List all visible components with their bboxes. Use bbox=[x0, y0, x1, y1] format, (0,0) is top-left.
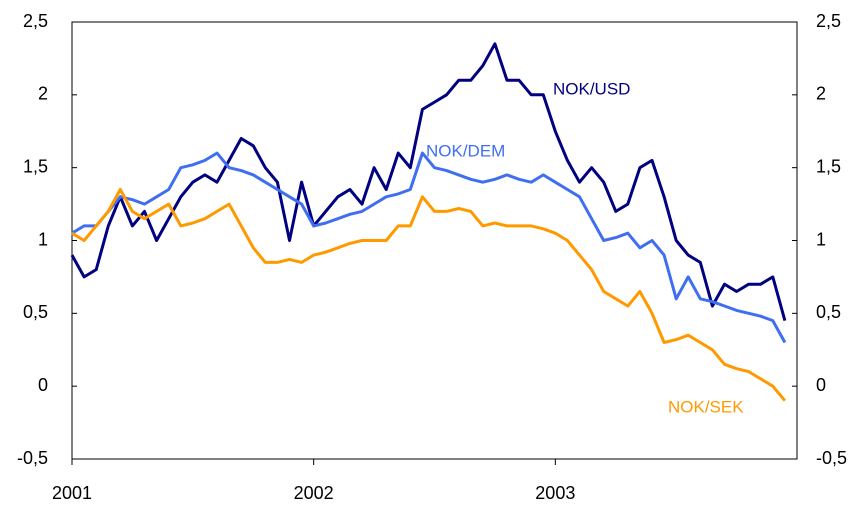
y-tick-label: 2,5 bbox=[23, 11, 48, 31]
series-label: NOK/DEM bbox=[426, 141, 505, 160]
y2-tick-label: 0,5 bbox=[816, 302, 841, 322]
y-tick-label: 0 bbox=[38, 375, 48, 395]
y-tick-label: 1,5 bbox=[23, 156, 48, 176]
series-line bbox=[71, 188, 787, 402]
plot-frame bbox=[71, 21, 798, 460]
y2-tick-label: 2 bbox=[816, 84, 826, 104]
y2-tick-label: 2,5 bbox=[816, 11, 841, 31]
series-line bbox=[71, 151, 787, 344]
y-tick-label: -0,5 bbox=[17, 448, 48, 468]
series-line bbox=[70, 42, 787, 322]
y-tick-label: 1 bbox=[38, 229, 48, 249]
x-tick-label: 2002 bbox=[294, 483, 334, 503]
series-label: NOK/USD bbox=[553, 79, 630, 98]
series-label: NOK/SEK bbox=[668, 397, 744, 416]
y-tick-label: 0,5 bbox=[23, 302, 48, 322]
y2-tick-label: 1,5 bbox=[816, 156, 841, 176]
y2-tick-label: 0 bbox=[816, 375, 826, 395]
x-tick-label: 2001 bbox=[52, 483, 92, 503]
y2-tick-label: 1 bbox=[816, 229, 826, 249]
y-tick-label: 2 bbox=[38, 84, 48, 104]
y2-tick-label: -0,5 bbox=[816, 448, 847, 468]
x-tick-label: 2003 bbox=[535, 483, 575, 503]
